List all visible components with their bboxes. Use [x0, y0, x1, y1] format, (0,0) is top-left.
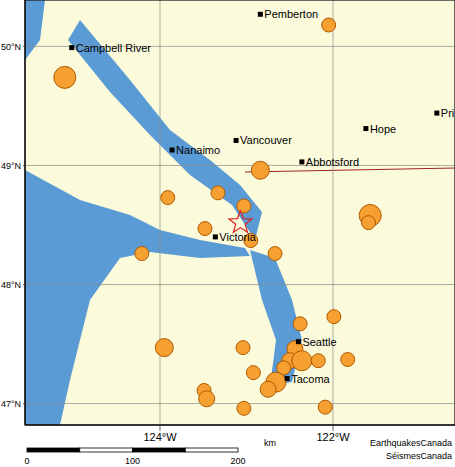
svg-text:Hope: Hope [370, 123, 396, 135]
svg-text:EarthquakesCanada: EarthquakesCanada [370, 438, 447, 448]
svg-text:km: km [264, 438, 276, 448]
svg-text:Campbell River: Campbell River [76, 42, 152, 54]
svg-text:100: 100 [125, 456, 140, 466]
svg-text:0: 0 [24, 456, 29, 466]
svg-text:48°N: 48°N [8, 280, 21, 290]
svg-text:SéismesCanada: SéismesCanada [386, 451, 447, 461]
svg-text:49°N: 49°N [8, 161, 21, 171]
svg-text:124°W: 124°W [143, 431, 177, 443]
svg-text:Seattle: Seattle [302, 336, 336, 348]
svg-text:Tacoma: Tacoma [291, 373, 330, 385]
svg-text:47°N: 47°N [8, 399, 21, 409]
svg-text:Victoria: Victoria [219, 231, 256, 243]
svg-text:Pemberton: Pemberton [264, 8, 318, 20]
svg-text:Vancouver: Vancouver [240, 134, 292, 146]
svg-text:Nanaimo: Nanaimo [176, 144, 220, 156]
svg-text:50°N: 50°N [8, 42, 21, 52]
svg-text:122°W: 122°W [316, 431, 350, 443]
svg-text:Pri: Pri [441, 107, 447, 119]
svg-text:200: 200 [230, 456, 245, 466]
svg-text:Abbotsford: Abbotsford [306, 156, 359, 168]
